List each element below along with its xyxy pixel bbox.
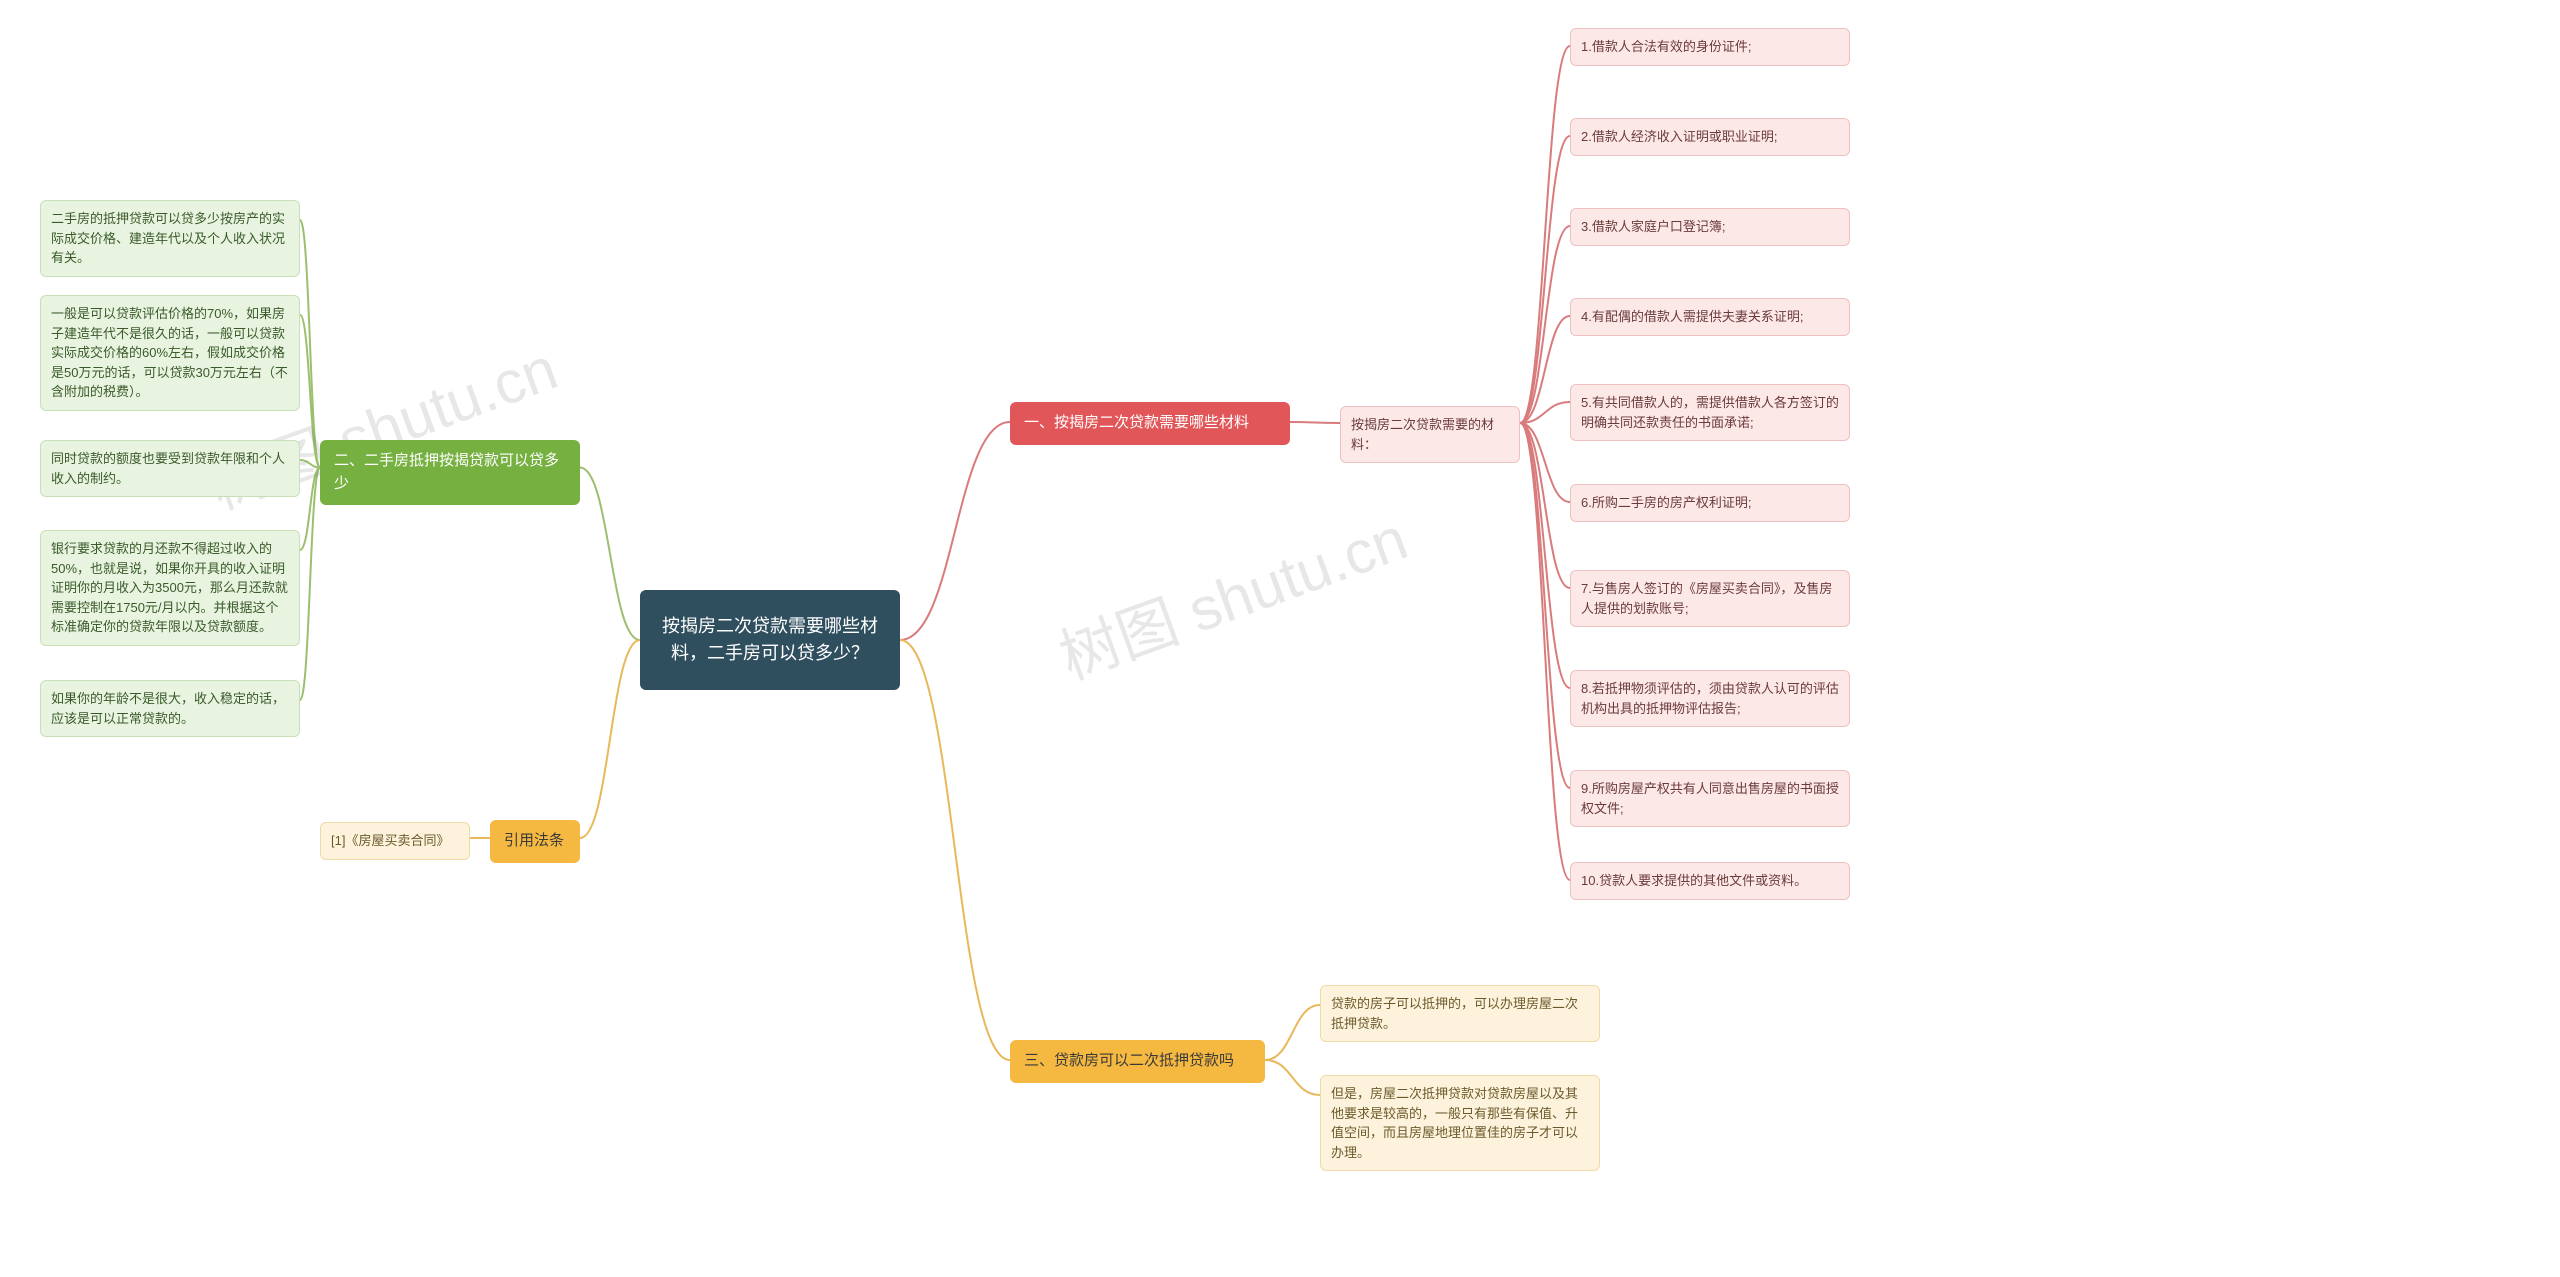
materials-leaf[interactable]: 5.有共同借款人的，需提供借款人各方签订的明确共同还款责任的书面承诺;	[1570, 384, 1850, 441]
branch-second-mortgage[interactable]: 三、贷款房可以二次抵押贷款吗	[1010, 1040, 1265, 1083]
materials-leaf[interactable]: 2.借款人经济收入证明或职业证明;	[1570, 118, 1850, 156]
loan-amount-leaf[interactable]: 一般是可以贷款评估价格的70%，如果房子建造年代不是很久的话，一般可以贷款实际成…	[40, 295, 300, 411]
branch-materials-sub[interactable]: 按揭房二次贷款需要的材料：	[1340, 406, 1520, 463]
law-ref-leaf[interactable]: [1]《房屋买卖合同》	[320, 822, 470, 860]
loan-amount-leaf[interactable]: 银行要求贷款的月还款不得超过收入的50%，也就是说，如果你开具的收入证明证明你的…	[40, 530, 300, 646]
materials-leaf[interactable]: 1.借款人合法有效的身份证件;	[1570, 28, 1850, 66]
second-mortgage-leaf[interactable]: 贷款的房子可以抵押的，可以办理房屋二次抵押贷款。	[1320, 985, 1600, 1042]
branch-loan-amount[interactable]: 二、二手房抵押按揭贷款可以贷多少	[320, 440, 580, 505]
root-node[interactable]: 按揭房二次贷款需要哪些材料，二手房可以贷多少？	[640, 590, 900, 690]
mindmap-canvas: 树图 shutu.cn 树图 shutu.cn 按揭房二次贷款需要哪些材料，二手…	[0, 0, 2560, 1277]
loan-amount-leaf[interactable]: 同时贷款的额度也要受到贷款年限和个人收入的制约。	[40, 440, 300, 497]
materials-leaf[interactable]: 4.有配偶的借款人需提供夫妻关系证明;	[1570, 298, 1850, 336]
loan-amount-leaf[interactable]: 二手房的抵押贷款可以贷多少按房产的实际成交价格、建造年代以及个人收入状况有关。	[40, 200, 300, 277]
materials-leaf[interactable]: 7.与售房人签订的《房屋买卖合同》，及售房人提供的划款账号;	[1570, 570, 1850, 627]
materials-leaf[interactable]: 8.若抵押物须评估的，须由贷款人认可的评估机构出具的抵押物评估报告;	[1570, 670, 1850, 727]
materials-leaf[interactable]: 3.借款人家庭户口登记簿;	[1570, 208, 1850, 246]
loan-amount-leaf[interactable]: 如果你的年龄不是很大，收入稳定的话，应该是可以正常贷款的。	[40, 680, 300, 737]
branch-materials[interactable]: 一、按揭房二次贷款需要哪些材料	[1010, 402, 1290, 445]
materials-leaf[interactable]: 9.所购房屋产权共有人同意出售房屋的书面授权文件;	[1570, 770, 1850, 827]
branch-law-reference[interactable]: 引用法条	[490, 820, 580, 863]
watermark: 树图 shutu.cn	[1046, 490, 1417, 696]
materials-leaf[interactable]: 6.所购二手房的房产权利证明;	[1570, 484, 1850, 522]
connector-layer	[0, 0, 2560, 1277]
materials-leaf[interactable]: 10.贷款人要求提供的其他文件或资料。	[1570, 862, 1850, 900]
second-mortgage-leaf[interactable]: 但是，房屋二次抵押贷款对贷款房屋以及其他要求是较高的，一般只有那些有保值、升值空…	[1320, 1075, 1600, 1171]
